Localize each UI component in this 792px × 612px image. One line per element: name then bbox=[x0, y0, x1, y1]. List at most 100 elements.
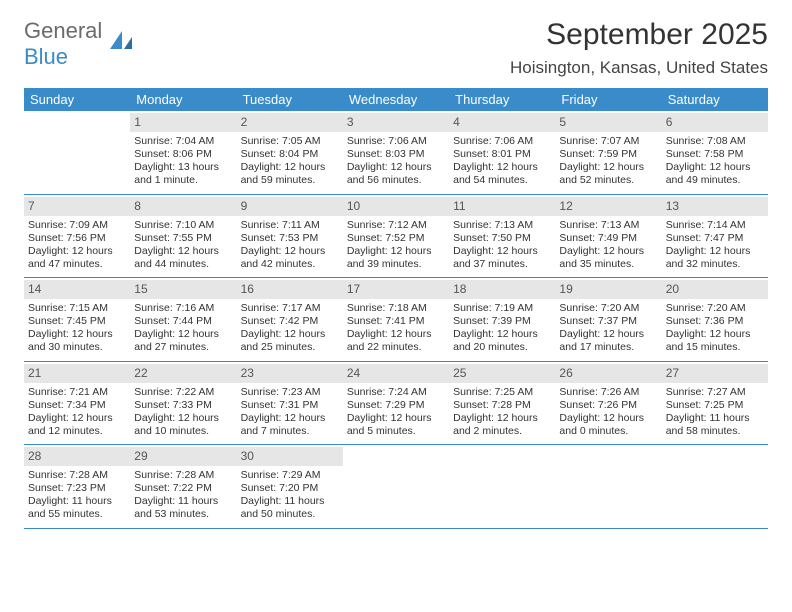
sunrise-text: Sunrise: 7:28 AM bbox=[28, 469, 126, 482]
day-header-sun: Sunday bbox=[24, 88, 130, 111]
daylight-text: and 20 minutes. bbox=[453, 341, 551, 354]
day-cell bbox=[343, 445, 449, 528]
daylight-text: and 35 minutes. bbox=[559, 258, 657, 271]
sunset-text: Sunset: 7:34 PM bbox=[28, 399, 126, 412]
daylight-text: and 56 minutes. bbox=[347, 174, 445, 187]
sunrise-text: Sunrise: 7:23 AM bbox=[241, 386, 339, 399]
daylight-text: Daylight: 12 hours bbox=[559, 412, 657, 425]
daylight-text: and 39 minutes. bbox=[347, 258, 445, 271]
sunset-text: Sunset: 7:20 PM bbox=[241, 482, 339, 495]
day-cell: 7Sunrise: 7:09 AMSunset: 7:56 PMDaylight… bbox=[24, 195, 130, 278]
day-number: 12 bbox=[555, 197, 661, 216]
sunrise-text: Sunrise: 7:06 AM bbox=[347, 135, 445, 148]
sunrise-text: Sunrise: 7:27 AM bbox=[666, 386, 764, 399]
daylight-text: Daylight: 12 hours bbox=[453, 245, 551, 258]
daylight-text: and 10 minutes. bbox=[134, 425, 232, 438]
day-cell: 3Sunrise: 7:06 AMSunset: 8:03 PMDaylight… bbox=[343, 111, 449, 194]
day-cell: 22Sunrise: 7:22 AMSunset: 7:33 PMDayligh… bbox=[130, 362, 236, 445]
day-header-thu: Thursday bbox=[449, 88, 555, 111]
sunrise-text: Sunrise: 7:06 AM bbox=[453, 135, 551, 148]
day-header-wed: Wednesday bbox=[343, 88, 449, 111]
day-cell: 19Sunrise: 7:20 AMSunset: 7:37 PMDayligh… bbox=[555, 278, 661, 361]
sunrise-text: Sunrise: 7:09 AM bbox=[28, 219, 126, 232]
daylight-text: and 1 minute. bbox=[134, 174, 232, 187]
day-number: 29 bbox=[130, 447, 236, 466]
sunrise-text: Sunrise: 7:22 AM bbox=[134, 386, 232, 399]
sunset-text: Sunset: 7:33 PM bbox=[134, 399, 232, 412]
day-cell: 27Sunrise: 7:27 AMSunset: 7:25 PMDayligh… bbox=[662, 362, 768, 445]
day-cell: 9Sunrise: 7:11 AMSunset: 7:53 PMDaylight… bbox=[237, 195, 343, 278]
day-number: 9 bbox=[237, 197, 343, 216]
daylight-text: Daylight: 12 hours bbox=[134, 245, 232, 258]
calendar: Sunday Monday Tuesday Wednesday Thursday… bbox=[24, 88, 768, 529]
sunrise-text: Sunrise: 7:08 AM bbox=[666, 135, 764, 148]
day-header-fri: Friday bbox=[555, 88, 661, 111]
day-cell bbox=[662, 445, 768, 528]
daylight-text: and 5 minutes. bbox=[347, 425, 445, 438]
sunrise-text: Sunrise: 7:21 AM bbox=[28, 386, 126, 399]
daylight-text: Daylight: 12 hours bbox=[28, 412, 126, 425]
daylight-text: Daylight: 11 hours bbox=[28, 495, 126, 508]
sunset-text: Sunset: 7:26 PM bbox=[559, 399, 657, 412]
week-row: 21Sunrise: 7:21 AMSunset: 7:34 PMDayligh… bbox=[24, 362, 768, 446]
day-number: 1 bbox=[130, 113, 236, 132]
daylight-text: and 25 minutes. bbox=[241, 341, 339, 354]
daylight-text: and 49 minutes. bbox=[666, 174, 764, 187]
week-row: 14Sunrise: 7:15 AMSunset: 7:45 PMDayligh… bbox=[24, 278, 768, 362]
sunrise-text: Sunrise: 7:29 AM bbox=[241, 469, 339, 482]
day-cell: 17Sunrise: 7:18 AMSunset: 7:41 PMDayligh… bbox=[343, 278, 449, 361]
day-cell: 29Sunrise: 7:28 AMSunset: 7:22 PMDayligh… bbox=[130, 445, 236, 528]
day-number: 27 bbox=[662, 364, 768, 383]
daylight-text: Daylight: 12 hours bbox=[241, 412, 339, 425]
day-cell bbox=[24, 111, 130, 194]
sunrise-text: Sunrise: 7:15 AM bbox=[28, 302, 126, 315]
day-number: 18 bbox=[449, 280, 555, 299]
daylight-text: and 27 minutes. bbox=[134, 341, 232, 354]
sunrise-text: Sunrise: 7:11 AM bbox=[241, 219, 339, 232]
day-number: 5 bbox=[555, 113, 661, 132]
daylight-text: and 17 minutes. bbox=[559, 341, 657, 354]
sunset-text: Sunset: 7:53 PM bbox=[241, 232, 339, 245]
sunset-text: Sunset: 7:42 PM bbox=[241, 315, 339, 328]
daylight-text: Daylight: 12 hours bbox=[347, 161, 445, 174]
sunset-text: Sunset: 7:28 PM bbox=[453, 399, 551, 412]
sunrise-text: Sunrise: 7:19 AM bbox=[453, 302, 551, 315]
sunrise-text: Sunrise: 7:14 AM bbox=[666, 219, 764, 232]
sunrise-text: Sunrise: 7:07 AM bbox=[559, 135, 657, 148]
daylight-text: Daylight: 11 hours bbox=[666, 412, 764, 425]
day-cell: 4Sunrise: 7:06 AMSunset: 8:01 PMDaylight… bbox=[449, 111, 555, 194]
day-headers: Sunday Monday Tuesday Wednesday Thursday… bbox=[24, 88, 768, 111]
sunset-text: Sunset: 7:31 PM bbox=[241, 399, 339, 412]
day-cell: 1Sunrise: 7:04 AMSunset: 8:06 PMDaylight… bbox=[130, 111, 236, 194]
daylight-text: and 59 minutes. bbox=[241, 174, 339, 187]
daylight-text: Daylight: 12 hours bbox=[453, 328, 551, 341]
daylight-text: Daylight: 12 hours bbox=[453, 412, 551, 425]
sunset-text: Sunset: 7:41 PM bbox=[347, 315, 445, 328]
daylight-text: and 50 minutes. bbox=[241, 508, 339, 521]
day-number: 24 bbox=[343, 364, 449, 383]
sunrise-text: Sunrise: 7:17 AM bbox=[241, 302, 339, 315]
daylight-text: Daylight: 12 hours bbox=[559, 161, 657, 174]
day-number: 17 bbox=[343, 280, 449, 299]
day-cell: 5 Sunrise: 7:07 AMSunset: 7:59 PMDaylight… bbox=[555, 111, 661, 194]
daylight-text: Daylight: 12 hours bbox=[28, 245, 126, 258]
day-number: 7 bbox=[24, 197, 130, 216]
daylight-text: and 47 minutes. bbox=[28, 258, 126, 271]
daylight-text: Daylight: 12 hours bbox=[347, 245, 445, 258]
logo-text-2: Blue bbox=[24, 44, 68, 69]
sunset-text: Sunset: 7:58 PM bbox=[666, 148, 764, 161]
sunset-text: Sunset: 7:29 PM bbox=[347, 399, 445, 412]
sunset-text: Sunset: 7:59 PM bbox=[559, 148, 657, 161]
day-header-tue: Tuesday bbox=[237, 88, 343, 111]
daylight-text: and 32 minutes. bbox=[666, 258, 764, 271]
sunrise-text: Sunrise: 7:18 AM bbox=[347, 302, 445, 315]
sunset-text: Sunset: 7:22 PM bbox=[134, 482, 232, 495]
daylight-text: Daylight: 12 hours bbox=[241, 161, 339, 174]
daylight-text: Daylight: 12 hours bbox=[559, 328, 657, 341]
daylight-text: Daylight: 11 hours bbox=[134, 495, 232, 508]
daylight-text: Daylight: 11 hours bbox=[241, 495, 339, 508]
daylight-text: and 53 minutes. bbox=[134, 508, 232, 521]
sunset-text: Sunset: 8:03 PM bbox=[347, 148, 445, 161]
day-cell: 14Sunrise: 7:15 AMSunset: 7:45 PMDayligh… bbox=[24, 278, 130, 361]
day-number: 20 bbox=[662, 280, 768, 299]
